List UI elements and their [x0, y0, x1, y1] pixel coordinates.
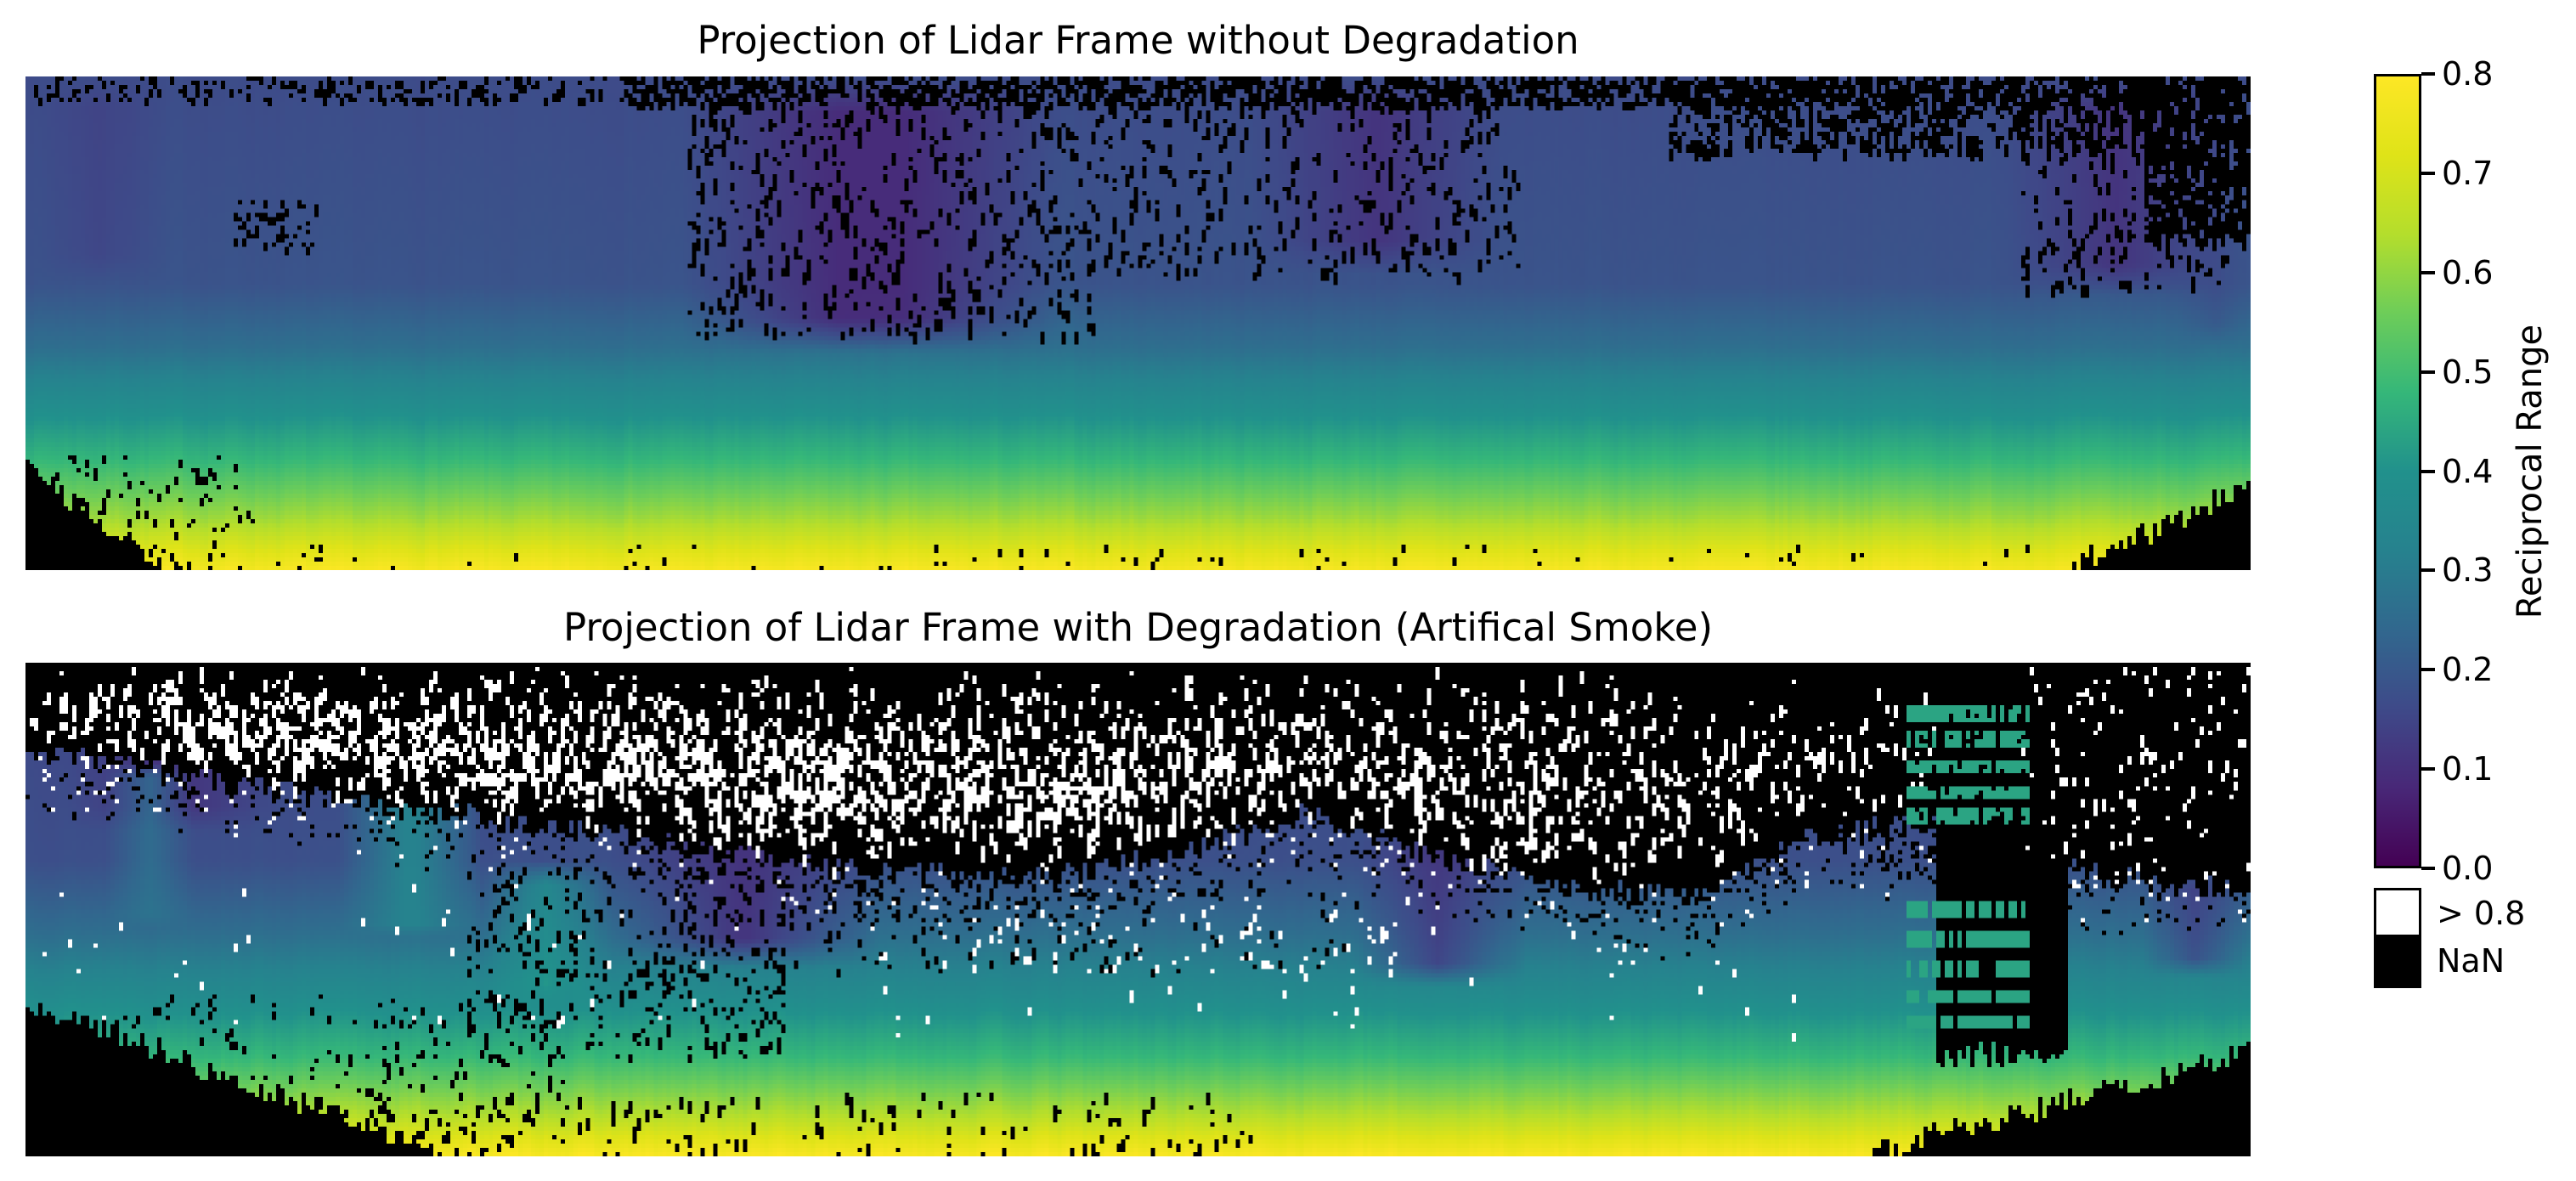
colorbar-tick-label: 0.6: [2442, 253, 2494, 291]
colorbar-tick-label: 0.2: [2442, 651, 2494, 689]
subplot-title-clean: Projection of Lidar Frame without Degrad…: [697, 18, 1579, 63]
colorbar-axis-label: Reciprocal Range: [2511, 324, 2550, 619]
lidar-heatmap-smoke: [25, 663, 2251, 1156]
subplot-title-smoke: Projection of Lidar Frame with Degradati…: [562, 605, 1713, 650]
lidar-heatmap-clean: [25, 76, 2251, 570]
colorbar-tick-label: 0.0: [2442, 850, 2494, 887]
colorbar-tick-mark: [2421, 867, 2435, 870]
legend-swatch-over: [2374, 888, 2421, 937]
colorbar-tick-mark: [2421, 568, 2435, 573]
colorbar-tick-label: 0.4: [2442, 452, 2494, 490]
colorbar-tick-mark: [2421, 72, 2435, 76]
colorbar-tick-mark: [2421, 469, 2435, 473]
legend-label-nan: NaN: [2437, 942, 2505, 980]
legend-swatch-nan: [2374, 935, 2421, 988]
colorbar-tick-label: 0.5: [2442, 353, 2494, 391]
colorbar-tick-mark: [2421, 668, 2435, 672]
colorbar-tick-label: 0.1: [2442, 750, 2494, 788]
colorbar-tick-mark: [2421, 171, 2435, 175]
colorbar-tick-label: 0.8: [2442, 55, 2494, 93]
colorbar-tick-label: 0.7: [2442, 154, 2494, 192]
colorbar-tick-mark: [2421, 767, 2435, 771]
colorbar-gradient: [2374, 74, 2421, 868]
legend-label-over: > 0.8: [2437, 895, 2526, 932]
colorbar-tick-label: 0.3: [2442, 551, 2494, 590]
colorbar-tick-mark: [2421, 370, 2435, 374]
colorbar-tick-mark: [2421, 270, 2435, 274]
